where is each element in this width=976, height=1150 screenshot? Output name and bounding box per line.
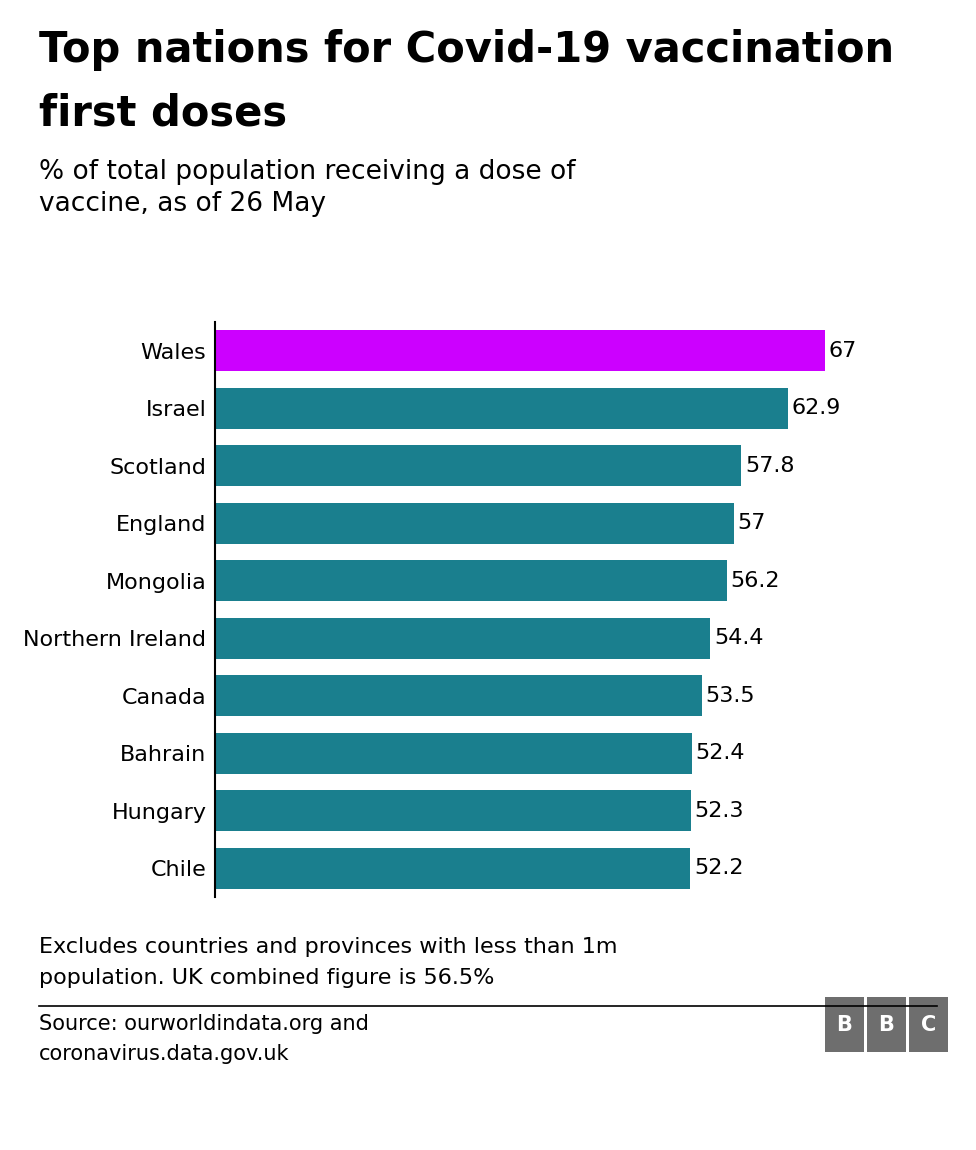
Bar — [215, 618, 711, 659]
Text: B: B — [836, 1014, 852, 1035]
Bar — [215, 503, 734, 544]
Text: 52.4: 52.4 — [696, 743, 746, 764]
Text: C: C — [920, 1014, 936, 1035]
Text: 62.9: 62.9 — [792, 398, 840, 419]
Text: 52.3: 52.3 — [695, 800, 745, 821]
Text: % of total population receiving a dose of: % of total population receiving a dose o… — [39, 159, 576, 185]
Text: population. UK combined figure is 56.5%: population. UK combined figure is 56.5% — [39, 968, 495, 988]
Text: 57.8: 57.8 — [745, 455, 794, 476]
Text: 56.2: 56.2 — [730, 570, 780, 591]
Text: Source: ourworldindata.org and: Source: ourworldindata.org and — [39, 1014, 369, 1034]
Text: B: B — [878, 1014, 894, 1035]
Bar — [215, 675, 702, 716]
Text: first doses: first doses — [39, 92, 287, 135]
Text: vaccine, as of 26 May: vaccine, as of 26 May — [39, 191, 326, 217]
Text: 53.5: 53.5 — [706, 685, 755, 706]
Text: 67: 67 — [829, 340, 857, 361]
Text: coronavirus.data.gov.uk: coronavirus.data.gov.uk — [39, 1044, 290, 1064]
Text: Excludes countries and provinces with less than 1m: Excludes countries and provinces with le… — [39, 937, 618, 957]
Bar — [215, 733, 692, 774]
Bar — [215, 560, 727, 601]
Bar — [215, 330, 825, 371]
Text: 54.4: 54.4 — [713, 628, 763, 649]
Bar — [215, 790, 691, 831]
Bar — [215, 445, 741, 486]
Text: 57: 57 — [738, 513, 766, 534]
Text: 52.2: 52.2 — [694, 858, 744, 879]
Bar — [215, 848, 690, 889]
Text: Top nations for Covid-19 vaccination: Top nations for Covid-19 vaccination — [39, 29, 894, 71]
Bar — [215, 388, 788, 429]
